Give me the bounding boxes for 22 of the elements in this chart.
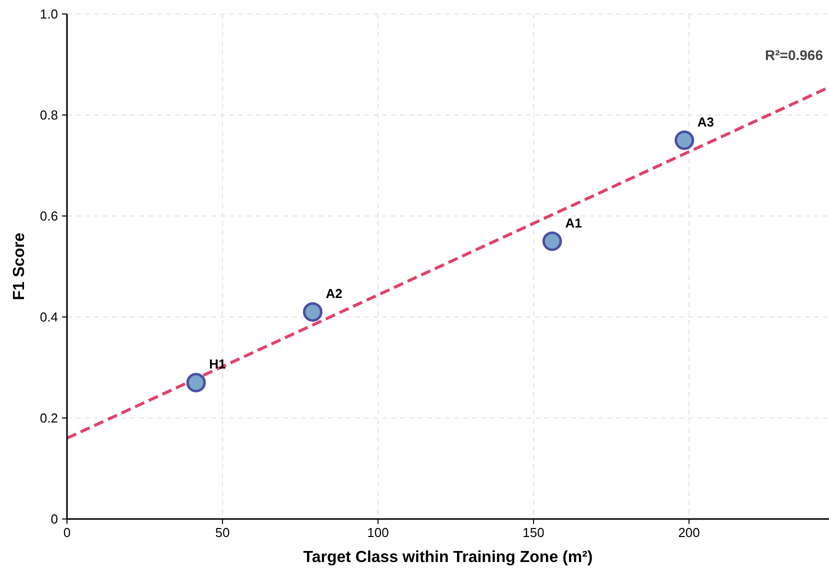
point <box>674 130 694 150</box>
annotation: A2 <box>326 286 342 301</box>
y-tick-label: 0.4 <box>40 310 58 325</box>
x-tick-label: 200 <box>678 525 700 540</box>
annotation: R²=0.966 <box>765 47 824 63</box>
x-tick-label: 100 <box>367 525 389 540</box>
x-tick-label: 0 <box>63 525 71 540</box>
point <box>542 232 562 251</box>
y-tick-label: 0.2 <box>40 410 58 426</box>
x-tick-label: 150 <box>522 525 544 540</box>
x-tick-label: 50 <box>215 525 230 540</box>
y-tick-label: 0.8 <box>40 108 58 123</box>
annotation: A3 <box>697 114 714 130</box>
point <box>302 302 322 322</box>
point <box>186 372 206 392</box>
y-tick-label: 1.0 <box>40 6 58 22</box>
annotation: H1 <box>209 356 226 372</box>
annotation: A1 <box>565 215 582 230</box>
y-tick-label: 0.6 <box>40 208 58 224</box>
y-axis-title: F1 Score <box>11 232 28 300</box>
x-axis-title: Target Class within Training Zone (m²) <box>303 549 593 566</box>
y-tick-label: 0 <box>50 512 58 527</box>
